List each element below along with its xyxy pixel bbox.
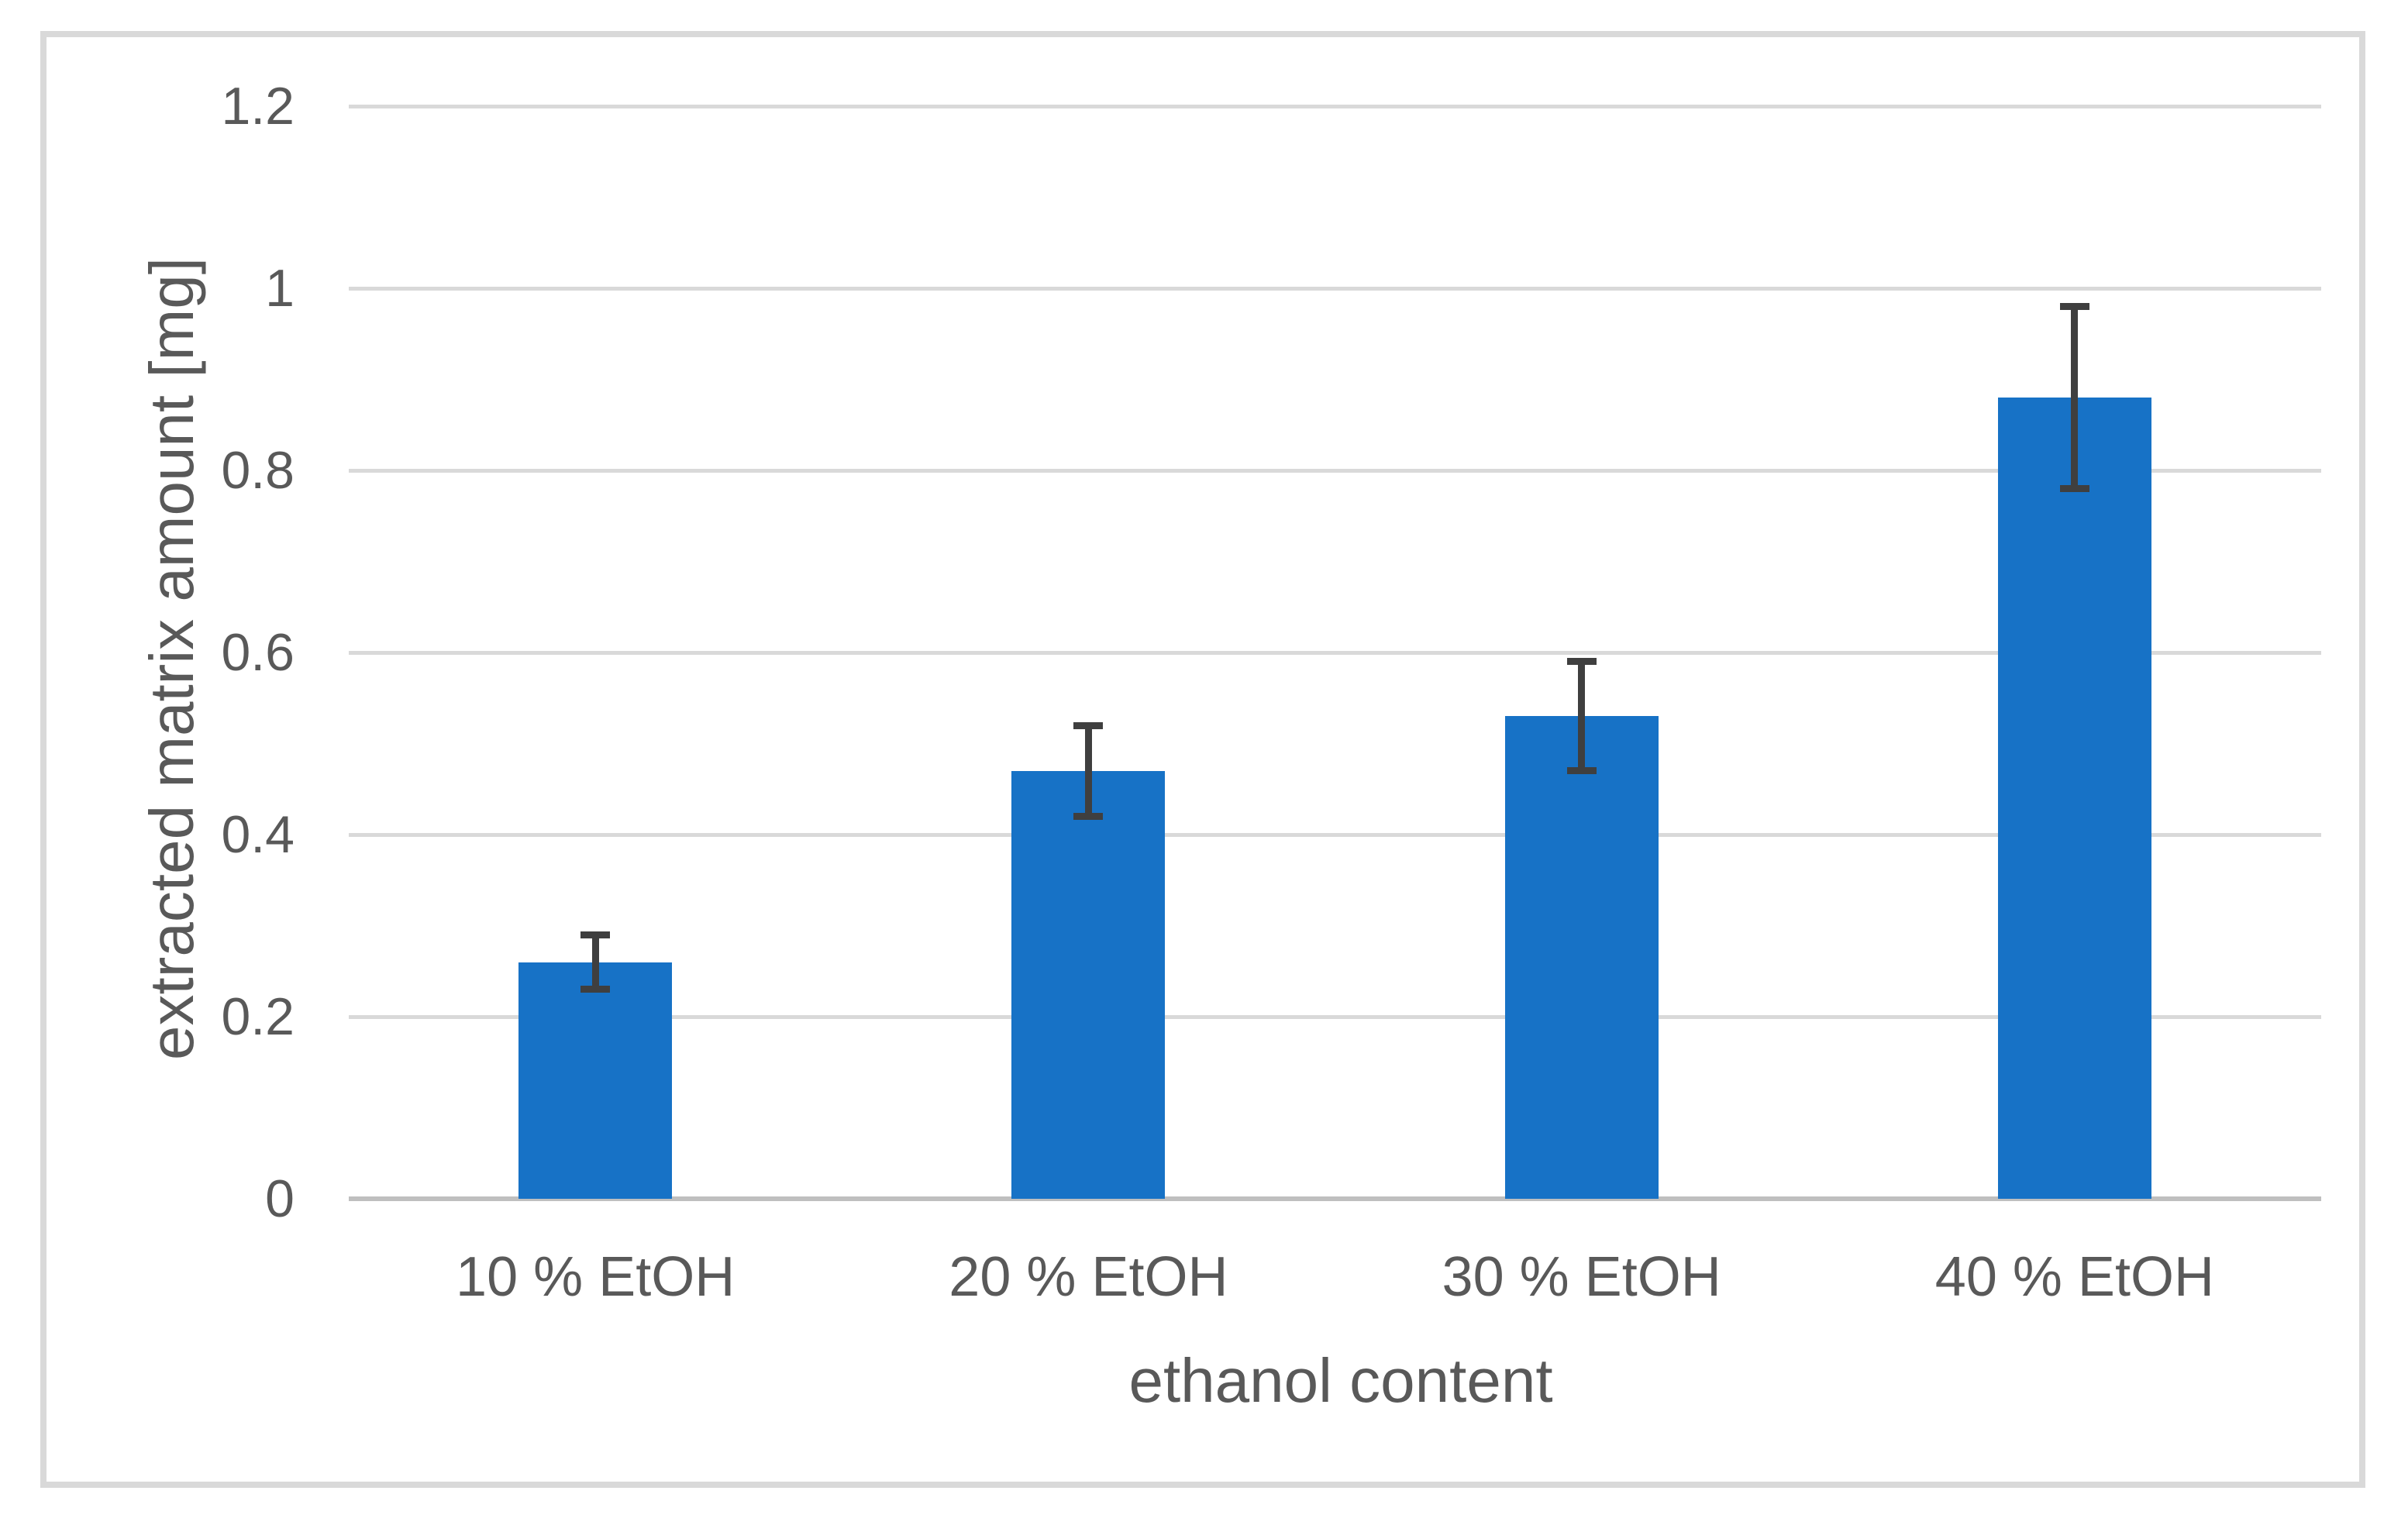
gridline (349, 1014, 2321, 1019)
error-bar (1084, 725, 1092, 817)
bar (1011, 770, 1166, 1199)
error-bar-cap (1566, 767, 1597, 775)
x-category-label: 40 % EtOH (1934, 1246, 2214, 1308)
error-bar-cap (2059, 303, 2089, 310)
error-bar-cap (580, 986, 611, 993)
y-tick-label: 1.2 (221, 77, 295, 136)
gridline (349, 650, 2321, 655)
y-axis-title: extracted matrix amount [mg] (137, 257, 206, 1060)
y-tick-label: 0.6 (221, 623, 295, 682)
plot-area (349, 104, 2321, 1201)
y-tick-label: 0.4 (221, 805, 295, 864)
error-bar-cap (1073, 813, 1104, 820)
error-bar-cap (580, 931, 611, 938)
y-tick-label: 0 (265, 1169, 295, 1228)
x-category-label: 10 % EtOH (456, 1246, 735, 1308)
error-bar-cap (1073, 721, 1104, 729)
x-category-label: 30 % EtOH (1442, 1246, 1721, 1308)
bar (1997, 398, 2151, 1199)
x-category-label: 20 % EtOH (949, 1246, 1228, 1308)
error-bar-cap (2059, 485, 2089, 492)
chart-frame: extracted matrix amount [mg] ethanol con… (40, 31, 2365, 1488)
error-bar (591, 935, 599, 990)
x-axis-title: ethanol content (1128, 1346, 1553, 1415)
bar (518, 962, 673, 1199)
error-bar (1578, 661, 1586, 771)
y-tick-label: 0.2 (221, 987, 295, 1046)
y-tick-label: 0.8 (221, 441, 295, 500)
gridline (349, 468, 2321, 473)
error-bar-cap (1566, 658, 1597, 666)
gridline (349, 104, 2321, 108)
gridline (349, 832, 2321, 837)
error-bar (2071, 306, 2079, 489)
x-axis-line (349, 1196, 2321, 1201)
y-tick-label: 1 (265, 259, 295, 318)
bar (1504, 716, 1659, 1199)
gridline (349, 286, 2321, 291)
